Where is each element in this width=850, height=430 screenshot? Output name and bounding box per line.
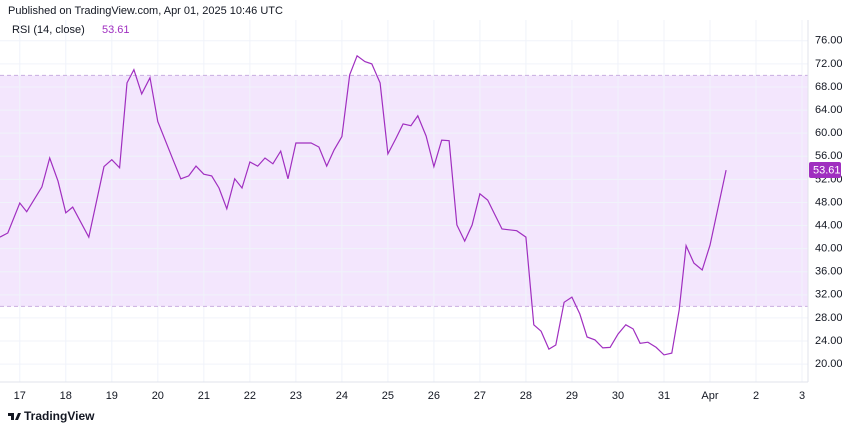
rsi-line <box>0 54 727 356</box>
price-label-box <box>809 162 841 179</box>
x-tick-label: 19 <box>106 390 118 402</box>
x-tick-label: 24 <box>336 390 348 402</box>
x-tick-label: 21 <box>198 390 210 402</box>
y-tick-label: 44.00 <box>815 219 843 231</box>
y-tick-label: 76.00 <box>815 35 843 47</box>
y-tick-label: 32.00 <box>815 289 843 301</box>
price-label: 53.61 <box>813 164 841 176</box>
x-tick-label: 28 <box>520 390 532 402</box>
footer: TradingView <box>24 409 95 423</box>
x-tick-label: 23 <box>290 390 302 402</box>
y-tick-label: 60.00 <box>815 127 843 139</box>
y-tick-label: 48.00 <box>815 196 843 208</box>
x-tick-label: 31 <box>658 390 670 402</box>
x-tick-label: 25 <box>382 390 394 402</box>
y-tick-label: 28.00 <box>815 312 843 324</box>
x-tick-label: 17 <box>14 390 26 402</box>
legend-name: RSI (14, close) <box>12 24 85 36</box>
x-tick-label: 29 <box>566 390 578 402</box>
y-tick-label: 64.00 <box>815 104 843 116</box>
y-tick-label: 40.00 <box>815 243 843 255</box>
y-tick-label: 24.00 <box>815 335 843 347</box>
x-tick-label: 20 <box>152 390 164 402</box>
x-tick-label: 27 <box>474 390 486 402</box>
y-tick-label: 20.00 <box>815 358 843 370</box>
band-fill <box>0 75 808 307</box>
x-tick-label: 2 <box>753 390 759 402</box>
logo-icon <box>8 413 21 420</box>
legend-value: 53.61 <box>102 24 130 36</box>
plot: 20.00 24.00 28.00 32.00 36.00 40.00 44.00 48.00… <box>0 20 843 402</box>
y-tick-label: 56.00 <box>815 150 843 162</box>
x-tick-label: 26 <box>428 390 440 402</box>
x-tick-label: 18 <box>60 390 72 402</box>
x-tick-label: Apr <box>701 390 718 402</box>
footer-logo: TradingView <box>8 409 95 423</box>
x-tick-label: 30 <box>612 390 624 402</box>
y-tick-label: 68.00 <box>815 81 843 93</box>
y-tick-label: 72.00 <box>815 58 843 70</box>
header: Published on TradingView.com, Apr 01, 20… <box>8 5 283 17</box>
x-tick-label: 22 <box>244 390 256 402</box>
y-tick-label: 36.00 <box>815 266 843 278</box>
x-tick-label: 3 <box>799 390 805 402</box>
